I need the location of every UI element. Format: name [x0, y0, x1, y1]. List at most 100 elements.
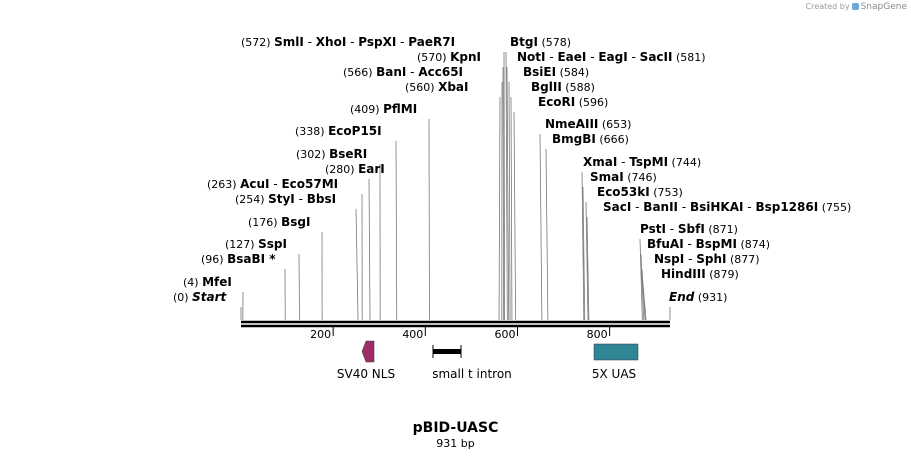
site-leader-line [639, 238, 643, 321]
site-position: (879) [709, 268, 739, 281]
sequence-backbone [241, 320, 670, 328]
site-label: SacI - BanII - BsiHKAI - Bsp1286I (755) [603, 200, 851, 214]
site-position: (578) [541, 36, 571, 49]
site-leader-line [298, 253, 300, 321]
axis-tick-label: 600 [494, 328, 515, 341]
site-label: (566) BanI - Acc65I [343, 65, 463, 79]
axis-tick-label: 800 [587, 328, 608, 341]
site-leader-line [586, 216, 590, 321]
site-position: (566) [343, 66, 373, 79]
enzyme-name: EaeI [557, 50, 586, 64]
site-label: (176) BsgI [248, 215, 310, 229]
site-label: (572) SmlI - XhoI - PspXI - PaeR7I [241, 35, 455, 49]
name-separator: - [406, 65, 418, 79]
site-position: (338) [295, 125, 325, 138]
enzyme-name: Bsp1286I [755, 200, 818, 214]
enzyme-name: Acc65I [418, 65, 463, 79]
enzyme-name: SbfI [678, 222, 705, 236]
site-position: (877) [730, 253, 760, 266]
enzyme-name: AcuI [240, 177, 269, 191]
site-position: (874) [740, 238, 770, 251]
site-leader-line [505, 51, 508, 321]
site-label: PstI - SbfI (871) [640, 222, 738, 236]
site-label: (96) BsaBI * [201, 252, 276, 266]
enzyme-name: BfuAI [647, 237, 684, 251]
site-position: (409) [350, 103, 380, 116]
site-label: SmaI (746) [590, 170, 657, 184]
site-label: (254) StyI - BbsI [235, 192, 336, 206]
enzyme-name: Eco53kI [597, 185, 650, 199]
site-position: (570) [417, 51, 447, 64]
enzyme-name: BsiEI [523, 65, 556, 79]
name-separator: - [678, 200, 690, 214]
site-leader-line [545, 148, 549, 321]
site-label: HindIII (879) [661, 267, 739, 281]
site-label: (409) PflMI [350, 102, 417, 116]
features-track: SV40 NLS small t intron 5X UAS [337, 340, 639, 381]
site-leader-line [502, 66, 505, 321]
enzyme-name: SspI [258, 237, 287, 251]
site-label: BglII (588) [531, 80, 595, 94]
site-position: (581) [676, 51, 706, 64]
enzyme-name: EcoP15I [328, 124, 382, 138]
enzyme-name: BsaBI * [227, 252, 276, 266]
plasmid-length: 931 bp [436, 437, 475, 450]
enzyme-name: SmaI [590, 170, 624, 184]
site-position: (0) [173, 291, 189, 304]
snapgene-logo-icon [851, 3, 859, 10]
site-position: (254) [235, 193, 265, 206]
site-leader-line [368, 178, 371, 321]
site-position: (572) [241, 36, 271, 49]
site-label: BmgBI (666) [552, 132, 629, 146]
enzyme-name: BanI [376, 65, 406, 79]
site-label: (4) MfeI [183, 275, 232, 289]
site-position: (560) [405, 81, 435, 94]
name-separator: - [546, 50, 558, 64]
site-position: (127) [225, 238, 255, 251]
enzyme-name: BbsI [307, 192, 336, 206]
feature-5x-uas-label: 5X UAS [592, 367, 636, 381]
site-position: (302) [296, 148, 326, 161]
site-leader-line [642, 283, 647, 321]
site-position: (596) [579, 96, 609, 109]
enzyme-name: NmeAIII [545, 117, 598, 131]
enzyme-name: SmlI [274, 35, 304, 49]
enzyme-name: EagI [598, 50, 627, 64]
enzyme-name: XbaI [438, 80, 468, 94]
site-label: BsiEI (584) [523, 65, 589, 79]
enzyme-name: SacII [640, 50, 673, 64]
site-position: (931) [698, 291, 728, 304]
enzyme-name: StyI [268, 192, 295, 206]
site-position: (871) [708, 223, 738, 236]
axis-tick-label: 200 [310, 328, 331, 341]
site-label: End (931) [669, 290, 727, 304]
enzyme-name: EcoRI [538, 95, 575, 109]
name-separator: - [270, 177, 282, 191]
site-leader-line [581, 171, 585, 321]
site-label: (280) EarI [325, 162, 385, 176]
enzyme-name: PstI [640, 222, 666, 236]
site-leader-line [508, 81, 511, 321]
enzyme-name: BspMI [696, 237, 737, 251]
site-label: (338) EcoP15I [295, 124, 382, 138]
name-separator: - [617, 155, 629, 169]
site-position: (4) [183, 276, 199, 289]
site-position: (653) [602, 118, 632, 131]
enzyme-name: BsgI [281, 215, 310, 229]
enzyme-name: PaeR7I [408, 35, 455, 49]
site-leader-line [539, 133, 543, 321]
enzyme-name: BmgBI [552, 132, 596, 146]
site-position: (584) [560, 66, 590, 79]
enzyme-name: MfeI [202, 275, 232, 289]
site-label: (560) XbaI [405, 80, 469, 94]
enzyme-name: PspXI [358, 35, 396, 49]
site-label: NotI - EaeI - EagI - SacII (581) [517, 50, 706, 64]
site-position: (666) [599, 133, 629, 146]
enzyme-name: XmaI [583, 155, 617, 169]
site-label: (127) SspI [225, 237, 287, 251]
enzyme-name: NspI [654, 252, 684, 266]
site-label: EcoRI (596) [538, 95, 608, 109]
enzyme-name: KpnI [450, 50, 481, 64]
enzyme-labels: (0) Start(4) MfeI(96) BsaBI *(127) SspI(… [173, 35, 851, 304]
